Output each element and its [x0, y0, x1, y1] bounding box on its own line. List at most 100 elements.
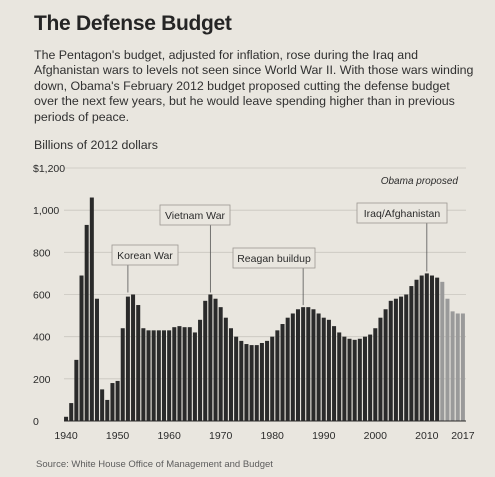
bar [290, 313, 295, 421]
bar [89, 197, 94, 421]
bar [295, 309, 300, 421]
bar [69, 403, 74, 421]
bar [120, 328, 125, 421]
bar [167, 330, 172, 421]
bar [265, 340, 270, 421]
bar [249, 345, 254, 421]
x-tick-label: 1960 [157, 430, 181, 442]
bar [378, 317, 383, 421]
bar [352, 339, 357, 421]
bar [125, 296, 130, 421]
bar [306, 307, 311, 421]
bar [383, 309, 388, 421]
x-tick-label: 2000 [364, 430, 388, 442]
annotation-label: Korean War [117, 250, 173, 262]
annotation-label: Vietnam War [165, 210, 226, 222]
bar [373, 328, 378, 421]
chart-title: The Defense Budget [34, 12, 232, 35]
bar [357, 338, 362, 421]
bar [342, 336, 347, 421]
axes: 0 200 400 600 800 1,000 $1,200 1940 1950 1960 1970… [33, 163, 475, 442]
bar [110, 383, 115, 421]
annotation-box [356, 202, 448, 224]
x-tick-label: 1980 [261, 430, 285, 442]
bar [182, 327, 187, 421]
bar [161, 330, 166, 421]
x-tick-label: 1970 [209, 430, 233, 442]
bar [368, 334, 373, 421]
source-note: Source: White House Office of Management… [36, 459, 273, 470]
bar-proposed [455, 313, 460, 421]
y-tick-label: $1,200 [33, 163, 65, 175]
annotation-label: Iraq/Afghanistan [364, 208, 441, 220]
chart-subtitle: The Pentagon's budget, adjusted for infl… [34, 48, 474, 124]
bar [74, 359, 79, 421]
bar [192, 332, 197, 421]
bar [151, 330, 156, 421]
bar [100, 389, 105, 422]
bar [213, 298, 218, 421]
bar [414, 279, 419, 421]
bar [94, 298, 99, 421]
x-tick-label: 1990 [312, 430, 336, 442]
unit-label: Billions of 2012 dollars [34, 138, 158, 152]
bar [429, 275, 434, 421]
y-tick-label: 600 [33, 290, 51, 302]
bar [388, 300, 393, 421]
y-tick-label: 800 [33, 247, 51, 259]
annotation-box [111, 244, 179, 266]
bar [79, 275, 84, 421]
annotation-box [159, 204, 231, 226]
bar [239, 340, 244, 421]
bar [393, 298, 398, 421]
proposed-label: Obama proposed [381, 176, 459, 187]
bar [218, 307, 223, 421]
bar [311, 309, 316, 421]
x-tick-label: 2017 [451, 430, 475, 442]
bar [234, 336, 239, 421]
bar [399, 296, 404, 421]
bar [203, 300, 208, 421]
bar [141, 328, 146, 421]
bar [84, 224, 89, 421]
bar [321, 317, 326, 421]
bar [419, 275, 424, 421]
bar [275, 330, 280, 421]
annotation-box [232, 247, 316, 269]
bar [337, 332, 342, 421]
y-tick-label: 200 [33, 374, 51, 386]
bar [435, 277, 440, 421]
bar [208, 294, 213, 421]
bar [228, 328, 233, 421]
bar [172, 327, 177, 421]
bar-proposed [460, 313, 465, 421]
y-tick-label: 400 [33, 332, 51, 344]
bar [105, 399, 110, 421]
bar [156, 330, 161, 421]
annotation-label: Reagan buildup [237, 253, 311, 265]
bar [285, 317, 290, 421]
bar [316, 313, 321, 421]
y-tick-label: 0 [33, 416, 39, 428]
bar [254, 345, 259, 421]
annotations: Korean War Vietnam War Reagan buildup Iraq/… [111, 176, 459, 306]
x-tick-label: 1950 [106, 430, 130, 442]
bar [362, 336, 367, 421]
bar [115, 380, 120, 421]
bar [64, 416, 69, 421]
bar [270, 336, 275, 421]
bar [280, 324, 285, 421]
bar [136, 305, 141, 421]
bar [259, 342, 264, 421]
bar [223, 317, 228, 421]
bar [198, 319, 203, 421]
bar [187, 327, 192, 421]
bar [404, 294, 409, 421]
y-tick-label: 1,000 [33, 205, 59, 217]
bar [146, 330, 151, 421]
bar [332, 326, 337, 422]
bars [64, 197, 465, 422]
bar [244, 344, 249, 421]
